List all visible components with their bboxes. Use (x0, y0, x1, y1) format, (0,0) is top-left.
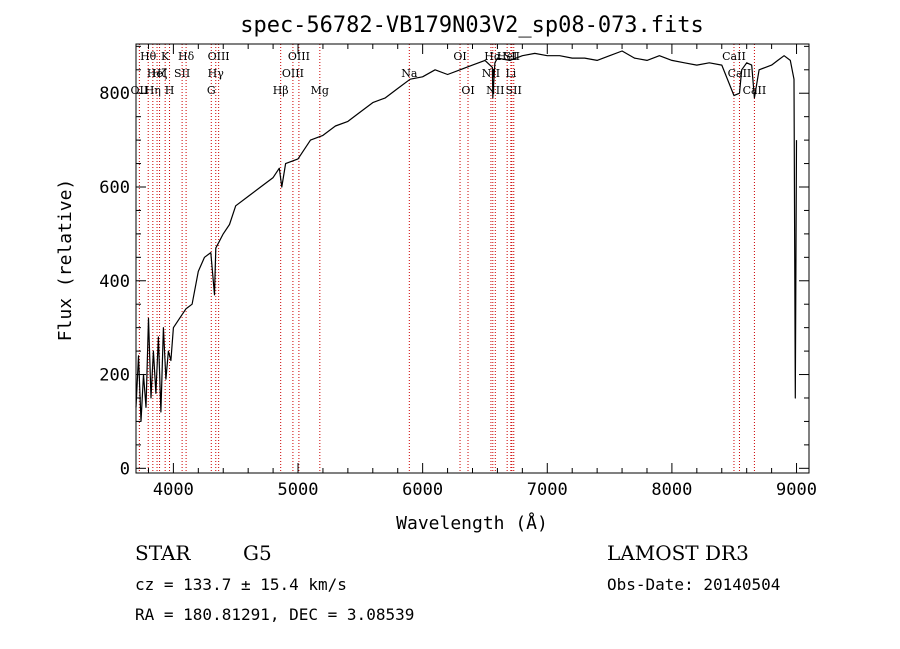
spectral-line-label: Na (401, 67, 418, 80)
spectral-line-label: Hδ (178, 50, 195, 63)
x-tick-label: 6000 (402, 480, 443, 500)
spectral-line-label: CaII (722, 50, 746, 63)
spectral-line-markers (138, 44, 755, 473)
spectrum-series-line (135, 50, 798, 422)
spectral-line-label: NII (482, 67, 500, 80)
spectral-line-label: SII (504, 50, 520, 63)
spectral-line-label: NII (486, 84, 504, 97)
y-tick-label: 600 (99, 178, 130, 198)
spectral-line-label: H (165, 84, 175, 97)
spectral-line-label: OIII (288, 50, 310, 63)
chart-title: spec-56782-VB179N03V2_sp08-073.fits (240, 13, 704, 38)
ra-dec: RA = 180.81291, DEC = 3.08539 (135, 605, 414, 624)
redshift-cz: cz = 133.7 ± 15.4 km/s (135, 575, 347, 594)
spectral-line-label: Hζ (152, 67, 168, 80)
y-axis-label: Flux (relative) (55, 179, 76, 342)
x-axis-label: Wavelength (Å) (396, 512, 548, 534)
spectral-line-label: SII (174, 67, 190, 80)
spectral-line-label: OIII (282, 67, 304, 80)
spectral-line-label: HeI (147, 67, 167, 80)
spectral-line-label: Mg (311, 84, 329, 97)
obs-date: Obs-Date: 20140504 (607, 575, 780, 594)
survey-name: LAMOST DR3 (607, 541, 749, 565)
spectral-line-label: Hβ (273, 84, 289, 97)
spectral-line-label: OII (131, 84, 149, 97)
y-tick-label: 400 (99, 272, 130, 292)
y-axis-ticks: 0 200 400 600 800 (99, 45, 809, 479)
object-class: STAR (135, 541, 191, 565)
x-tick-label: 5000 (278, 480, 319, 500)
y-tick-label: 800 (99, 84, 130, 104)
spectral-line-label: Hη (145, 84, 161, 97)
spectral-line-label: Li (505, 67, 516, 80)
spectral-line-label: Hα (484, 50, 502, 63)
spectral-line-label: K (161, 50, 170, 63)
spectral-line-label: Hγ (208, 67, 225, 80)
x-tick-label: 4000 (153, 480, 194, 500)
x-tick-label: 8000 (651, 480, 692, 500)
spectral-line-label: G (207, 84, 216, 97)
y-tick-label: 200 (99, 366, 130, 386)
spectral-line-label: CaII (743, 84, 767, 97)
spectral-line-label: SII (506, 84, 522, 97)
object-subclass: G5 (243, 541, 272, 565)
spectral-line-label: OI (453, 50, 466, 63)
spectral-line-label: CaII (728, 67, 752, 80)
plot-frame (135, 43, 810, 474)
spectral-line-label: Hθ (140, 50, 157, 63)
x-tick-label: 9000 (776, 480, 817, 500)
x-tick-label: 7000 (527, 480, 568, 500)
spectral-line-label: OI (461, 84, 474, 97)
x-axis-ticks: 4000 5000 6000 7000 8000 9000 (147, 44, 817, 500)
y-tick-label: 0 (120, 459, 130, 479)
spectral-line-label: OIII (208, 50, 230, 63)
